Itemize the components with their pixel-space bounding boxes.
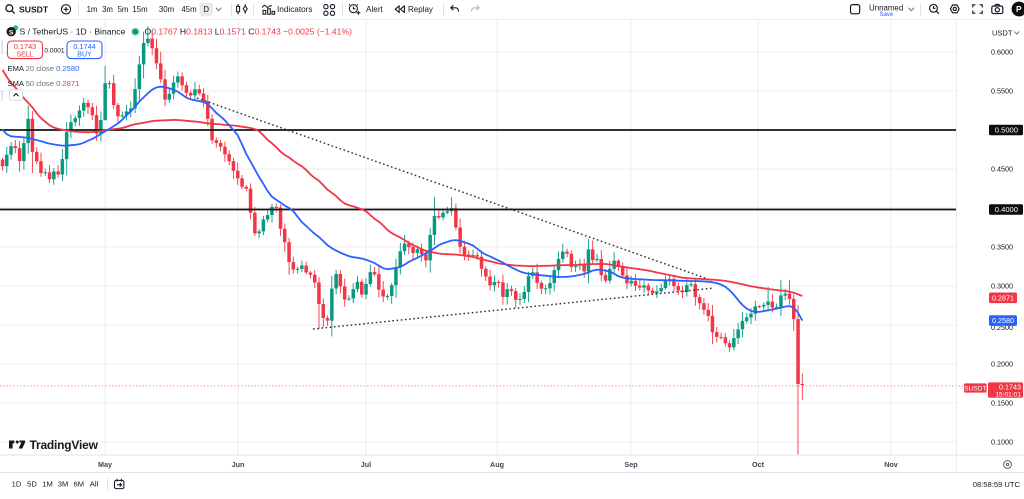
svg-text:All: All: [90, 480, 99, 489]
svg-text:15:01:01: 15:01:01: [995, 392, 1021, 399]
svg-text:Replay: Replay: [408, 5, 433, 14]
svg-text:0.3500: 0.3500: [991, 243, 1013, 252]
svg-text:1M: 1M: [42, 480, 53, 489]
svg-text:D: D: [203, 5, 209, 14]
svg-text:0.2580: 0.2580: [992, 316, 1014, 325]
svg-text:30m: 30m: [159, 5, 174, 14]
svg-text:45m: 45m: [181, 5, 196, 14]
svg-text:Jun: Jun: [232, 460, 245, 469]
svg-text:S / TetherUS · 1D · Binance: S / TetherUS · 1D · Binance: [20, 27, 126, 37]
svg-text:0.5000: 0.5000: [995, 126, 1018, 135]
svg-text:0.1743: 0.1743: [14, 42, 37, 51]
svg-text:Aug: Aug: [490, 460, 504, 469]
svg-text:USDT: USDT: [992, 28, 1013, 37]
svg-text:0.4500: 0.4500: [991, 165, 1013, 174]
svg-text:0.3000: 0.3000: [991, 282, 1013, 291]
svg-text:0.1000: 0.1000: [991, 438, 1013, 447]
svg-text:0.6000: 0.6000: [991, 48, 1013, 57]
svg-text:S: S: [9, 29, 14, 36]
svg-text:1D: 1D: [12, 480, 22, 489]
svg-text:SUSDT: SUSDT: [964, 385, 986, 392]
svg-text:Oct: Oct: [752, 460, 765, 469]
svg-text:P: P: [1016, 4, 1022, 14]
svg-text:0.5500: 0.5500: [991, 87, 1013, 96]
svg-text:O0.1767 H0.1813 L0.1571 C0.174: O0.1767 H0.1813 L0.1571 C0.1743 −0.0025 …: [145, 27, 353, 37]
svg-text:5m: 5m: [118, 5, 129, 14]
svg-text:0.2000: 0.2000: [991, 360, 1013, 369]
svg-text:SUSDT: SUSDT: [19, 4, 49, 14]
svg-text:0.1743: 0.1743: [999, 383, 1021, 392]
svg-text:Nov: Nov: [884, 460, 898, 469]
svg-text:15m: 15m: [132, 5, 147, 14]
svg-text:SELL: SELL: [16, 52, 33, 59]
svg-text:Sep: Sep: [624, 460, 638, 469]
svg-text:Indicators: Indicators: [277, 5, 313, 14]
svg-text:May: May: [98, 460, 112, 469]
svg-text:TradingView: TradingView: [30, 438, 99, 452]
svg-text:0.1744: 0.1744: [73, 42, 96, 51]
svg-text:EMA 20 close 0.2580: EMA 20 close 0.2580: [8, 64, 80, 73]
svg-text:3M: 3M: [58, 480, 69, 489]
svg-text:08:58:59 UTC: 08:58:59 UTC: [973, 480, 1021, 489]
svg-text:0.1500: 0.1500: [991, 399, 1013, 408]
svg-text:0.4000: 0.4000: [995, 205, 1018, 214]
svg-text:SMA 50 close 0.2871: SMA 50 close 0.2871: [8, 79, 80, 88]
svg-text:0.0001: 0.0001: [44, 48, 65, 55]
svg-text:0.2871: 0.2871: [992, 293, 1014, 302]
svg-text:Alert: Alert: [366, 5, 384, 14]
svg-text:5D: 5D: [27, 480, 37, 489]
svg-text:Jul: Jul: [361, 460, 371, 469]
svg-text:1m: 1m: [87, 5, 98, 14]
svg-text:BUY: BUY: [77, 52, 92, 59]
svg-text:Save: Save: [880, 12, 894, 18]
svg-text:3m: 3m: [102, 5, 113, 14]
svg-text:6M: 6M: [74, 480, 85, 489]
